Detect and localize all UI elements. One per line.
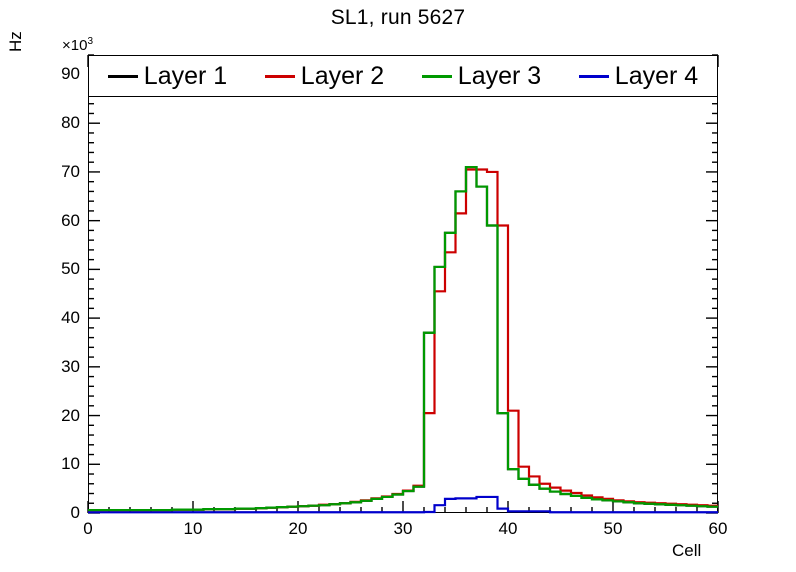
- y-tick-label: 80: [61, 113, 80, 133]
- x-tick-label: 0: [83, 519, 93, 538]
- legend-entry[interactable]: Layer 4: [578, 61, 699, 90]
- x-tick-label: 10: [183, 519, 203, 538]
- legend-label: Layer 3: [457, 61, 542, 90]
- x-tick-label: 30: [393, 519, 413, 538]
- x-tick-label: 60: [708, 519, 728, 538]
- legend-label: Layer 2: [300, 61, 385, 90]
- legend-label: Layer 4: [614, 61, 699, 90]
- x-tick-label: 50: [603, 519, 623, 538]
- y-tick-label: 30: [61, 356, 80, 376]
- chart-legend: Layer 1 Layer 2 Layer 3 Layer 4: [88, 55, 718, 97]
- legend-entry[interactable]: Layer 2: [264, 61, 385, 90]
- y-tick-label: 0: [70, 503, 80, 522]
- series-line-layer-4: [88, 495, 718, 514]
- y-tick-label: 60: [61, 210, 80, 230]
- legend-color-swatch: [264, 74, 295, 78]
- y-tick-label: 20: [61, 405, 80, 425]
- y-tick-label: 70: [61, 161, 80, 181]
- legend-color-swatch: [107, 74, 138, 78]
- y-tick-label: 40: [61, 308, 80, 328]
- y-tick-label: 10: [61, 454, 80, 474]
- x-tick-label: 20: [288, 519, 308, 538]
- chart-title: SL1, run 5627: [330, 6, 466, 29]
- series-line-layer-1: [88, 165, 718, 512]
- y-multiplier-base: ×10: [62, 37, 88, 54]
- plot-frame: [88, 55, 718, 513]
- series-line-layer-3: [88, 165, 718, 512]
- legend-entry[interactable]: Layer 3: [421, 61, 542, 90]
- legend-entry[interactable]: Layer 1: [107, 61, 228, 90]
- y-multiplier-exponent: 3: [87, 36, 94, 47]
- y-axis-multiplier: ×103: [62, 36, 93, 54]
- y-tick-label: 50: [61, 259, 80, 279]
- x-tick-label: 40: [498, 519, 518, 538]
- x-axis-title: Cell: [672, 541, 702, 560]
- y-tick-label: 90: [61, 64, 80, 84]
- legend-color-swatch: [578, 74, 609, 78]
- legend-label: Layer 1: [143, 61, 228, 90]
- axis-ticks: [87, 54, 719, 514]
- series-line-layer-2: [88, 168, 718, 512]
- legend-color-swatch: [421, 74, 452, 78]
